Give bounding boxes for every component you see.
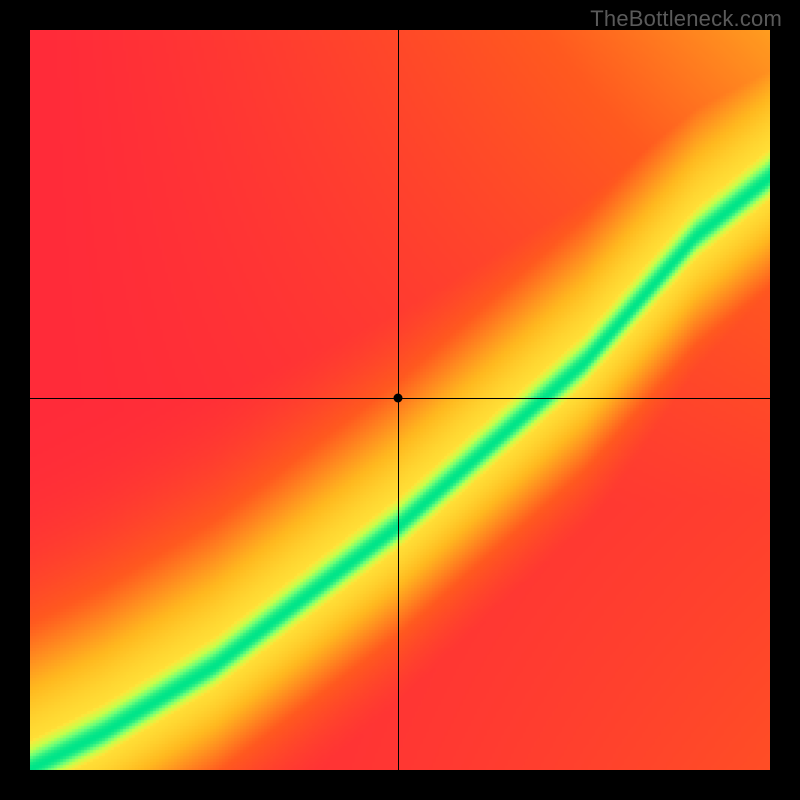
watermark-text: TheBottleneck.com bbox=[590, 6, 782, 32]
heatmap-plot bbox=[30, 30, 770, 770]
chart-container: TheBottleneck.com bbox=[0, 0, 800, 800]
heatmap-canvas bbox=[30, 30, 770, 770]
